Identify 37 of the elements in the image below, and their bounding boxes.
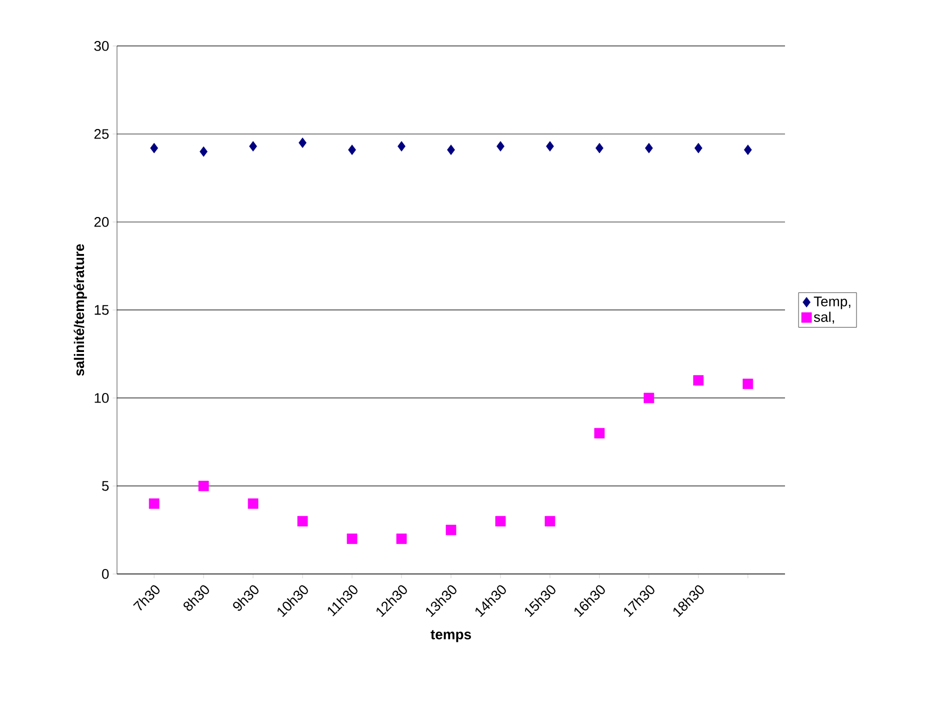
x-axis-title: temps — [430, 630, 471, 642]
point — [249, 141, 258, 152]
point — [496, 141, 504, 152]
point — [596, 142, 604, 154]
point — [644, 142, 653, 154]
point — [546, 141, 554, 152]
y-tick-label: 25 — [94, 129, 109, 139]
y-axis-title: salinité/température — [74, 244, 87, 376]
point — [693, 375, 704, 386]
point — [694, 142, 702, 154]
point — [446, 524, 456, 536]
point — [346, 534, 358, 544]
point — [198, 480, 209, 492]
point — [544, 516, 556, 526]
y-tick-label: 30 — [94, 41, 109, 51]
point — [148, 498, 160, 509]
point — [150, 142, 158, 154]
point — [447, 144, 455, 156]
point — [297, 516, 308, 526]
y-tick-label: 20 — [94, 217, 109, 227]
point — [594, 428, 605, 438]
point — [744, 144, 752, 156]
point — [644, 392, 654, 404]
legend-label: Temp, — [814, 296, 850, 310]
y-tick-label: 10 — [94, 393, 109, 403]
point — [200, 146, 208, 157]
point — [298, 138, 307, 148]
point — [248, 498, 258, 509]
y-tick-label: 0 — [102, 569, 109, 579]
point — [396, 534, 407, 544]
point — [742, 378, 754, 390]
point — [495, 516, 506, 526]
point — [398, 141, 406, 152]
point — [348, 144, 356, 156]
legend-label: sal, — [814, 312, 834, 324]
y-tick-label: 15 — [94, 305, 109, 315]
y-tick-label: 5 — [102, 481, 109, 491]
